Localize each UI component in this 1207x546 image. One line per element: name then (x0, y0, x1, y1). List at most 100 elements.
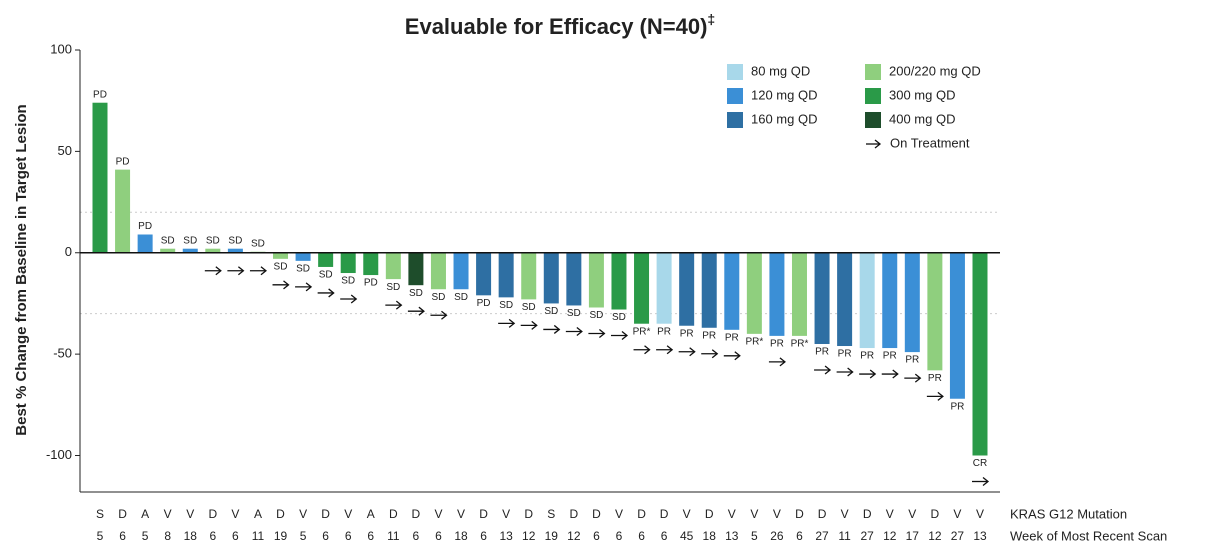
row-cell: 6 (661, 529, 668, 543)
y-tick-label: 100 (50, 41, 72, 56)
bar (115, 169, 131, 253)
bar (363, 252, 379, 276)
row-cell: 5 (300, 529, 307, 543)
row-title: KRAS G12 Mutation (1010, 506, 1127, 521)
value-label: PR (838, 349, 852, 360)
on-treatment-arrow-head (305, 282, 313, 292)
row-cell: 12 (567, 529, 581, 543)
on-treatment-arrow-head (689, 347, 696, 357)
row-cell: D (321, 507, 330, 521)
value-label: SD (161, 235, 175, 246)
value-label: SD (544, 306, 558, 317)
on-treatment-arrow-head (508, 318, 516, 328)
value-label: SD (228, 235, 242, 246)
bar (679, 252, 695, 326)
row-cell: A (254, 507, 262, 521)
value-label: PR (702, 330, 716, 341)
y-axis-label: Best % Change from Baseline in Target Le… (13, 104, 30, 435)
on-treatment-arrow-head (869, 369, 877, 379)
value-label: PR (770, 339, 784, 350)
chart-title: Evaluable for Efficacy (N=40)‡ (405, 11, 715, 39)
value-label: SD (589, 310, 603, 321)
row-cell: V (908, 507, 916, 521)
bar (521, 252, 537, 300)
bar (566, 252, 582, 306)
on-treatment-arrow-head (237, 266, 245, 276)
row-cell: 13 (499, 529, 513, 543)
bar (182, 248, 198, 253)
row-cell: 6 (345, 529, 352, 543)
row-cell: D (118, 507, 127, 521)
bar (205, 248, 221, 253)
on-treatment-arrow-head (734, 351, 741, 361)
on-treatment-arrow-head (441, 310, 448, 320)
row-cell: 6 (638, 529, 645, 543)
row-cell: D (863, 507, 872, 521)
value-label: PD (93, 89, 107, 100)
on-treatment-arrow-head (982, 476, 990, 487)
row-cell: S (96, 507, 104, 521)
on-treatment-arrow-head (328, 288, 335, 298)
value-label: PR (725, 332, 739, 343)
legend-swatch (865, 88, 881, 104)
row-cell: D (276, 507, 285, 521)
value-label: PR (860, 351, 874, 362)
bar (385, 252, 401, 280)
row-cell: 6 (413, 529, 420, 543)
value-label: PD (364, 278, 378, 289)
value-label: SD (432, 292, 446, 303)
bar (453, 252, 469, 290)
bar (949, 252, 965, 399)
row-cell: 12 (522, 529, 536, 543)
row-cell: 12 (928, 529, 942, 543)
on-treatment-arrow-head (283, 280, 290, 290)
title-text: Evaluable for Efficacy (N=40) (405, 14, 708, 39)
row-cell: 13 (725, 529, 739, 543)
legend-label: 300 mg QD (889, 87, 955, 102)
value-label: PR (905, 355, 919, 366)
y-tick-label: 0 (65, 244, 72, 259)
value-label: SD (296, 264, 310, 275)
bar (634, 252, 650, 324)
bar (318, 252, 334, 267)
row-cell: D (479, 507, 488, 521)
on-treatment-arrow-head (395, 300, 403, 310)
on-treatment-arrow-head (644, 345, 651, 355)
row-cell: D (637, 507, 646, 521)
on-treatment-arrow-head (418, 306, 425, 316)
on-treatment-arrow-head (892, 369, 899, 379)
value-label: PD (138, 221, 152, 232)
row-cell: 13 (973, 529, 987, 543)
row-cell: V (841, 507, 849, 521)
value-label: PR (883, 351, 897, 362)
bar (611, 252, 627, 310)
row-cell: V (186, 507, 194, 521)
bar (791, 252, 807, 336)
bar (724, 252, 740, 330)
legend-arrow-head (874, 139, 882, 149)
bar (769, 252, 785, 336)
row-cell: V (502, 507, 510, 521)
bar (882, 252, 898, 349)
legend-label: 160 mg QD (751, 111, 817, 126)
legend-label: 120 mg QD (751, 87, 817, 102)
row-cell: D (931, 507, 940, 521)
row-cell: 6 (593, 529, 600, 543)
row-cell: 6 (232, 529, 239, 543)
bar (408, 252, 424, 286)
row-cell: 6 (480, 529, 487, 543)
bar (137, 234, 153, 253)
title-note: ‡ (707, 11, 715, 27)
row-cell: 6 (367, 529, 374, 543)
on-treatment-arrow-head (350, 294, 358, 304)
row-cell: V (886, 507, 894, 521)
row-cell: 5 (97, 529, 104, 543)
row-cell: 12 (883, 529, 897, 543)
row-cell: D (818, 507, 827, 521)
bar (904, 252, 920, 353)
y-tick-label: -50 (53, 346, 72, 361)
row-cell: 19 (545, 529, 559, 543)
row-cell: 18 (703, 529, 717, 543)
row-cell: V (164, 507, 172, 521)
